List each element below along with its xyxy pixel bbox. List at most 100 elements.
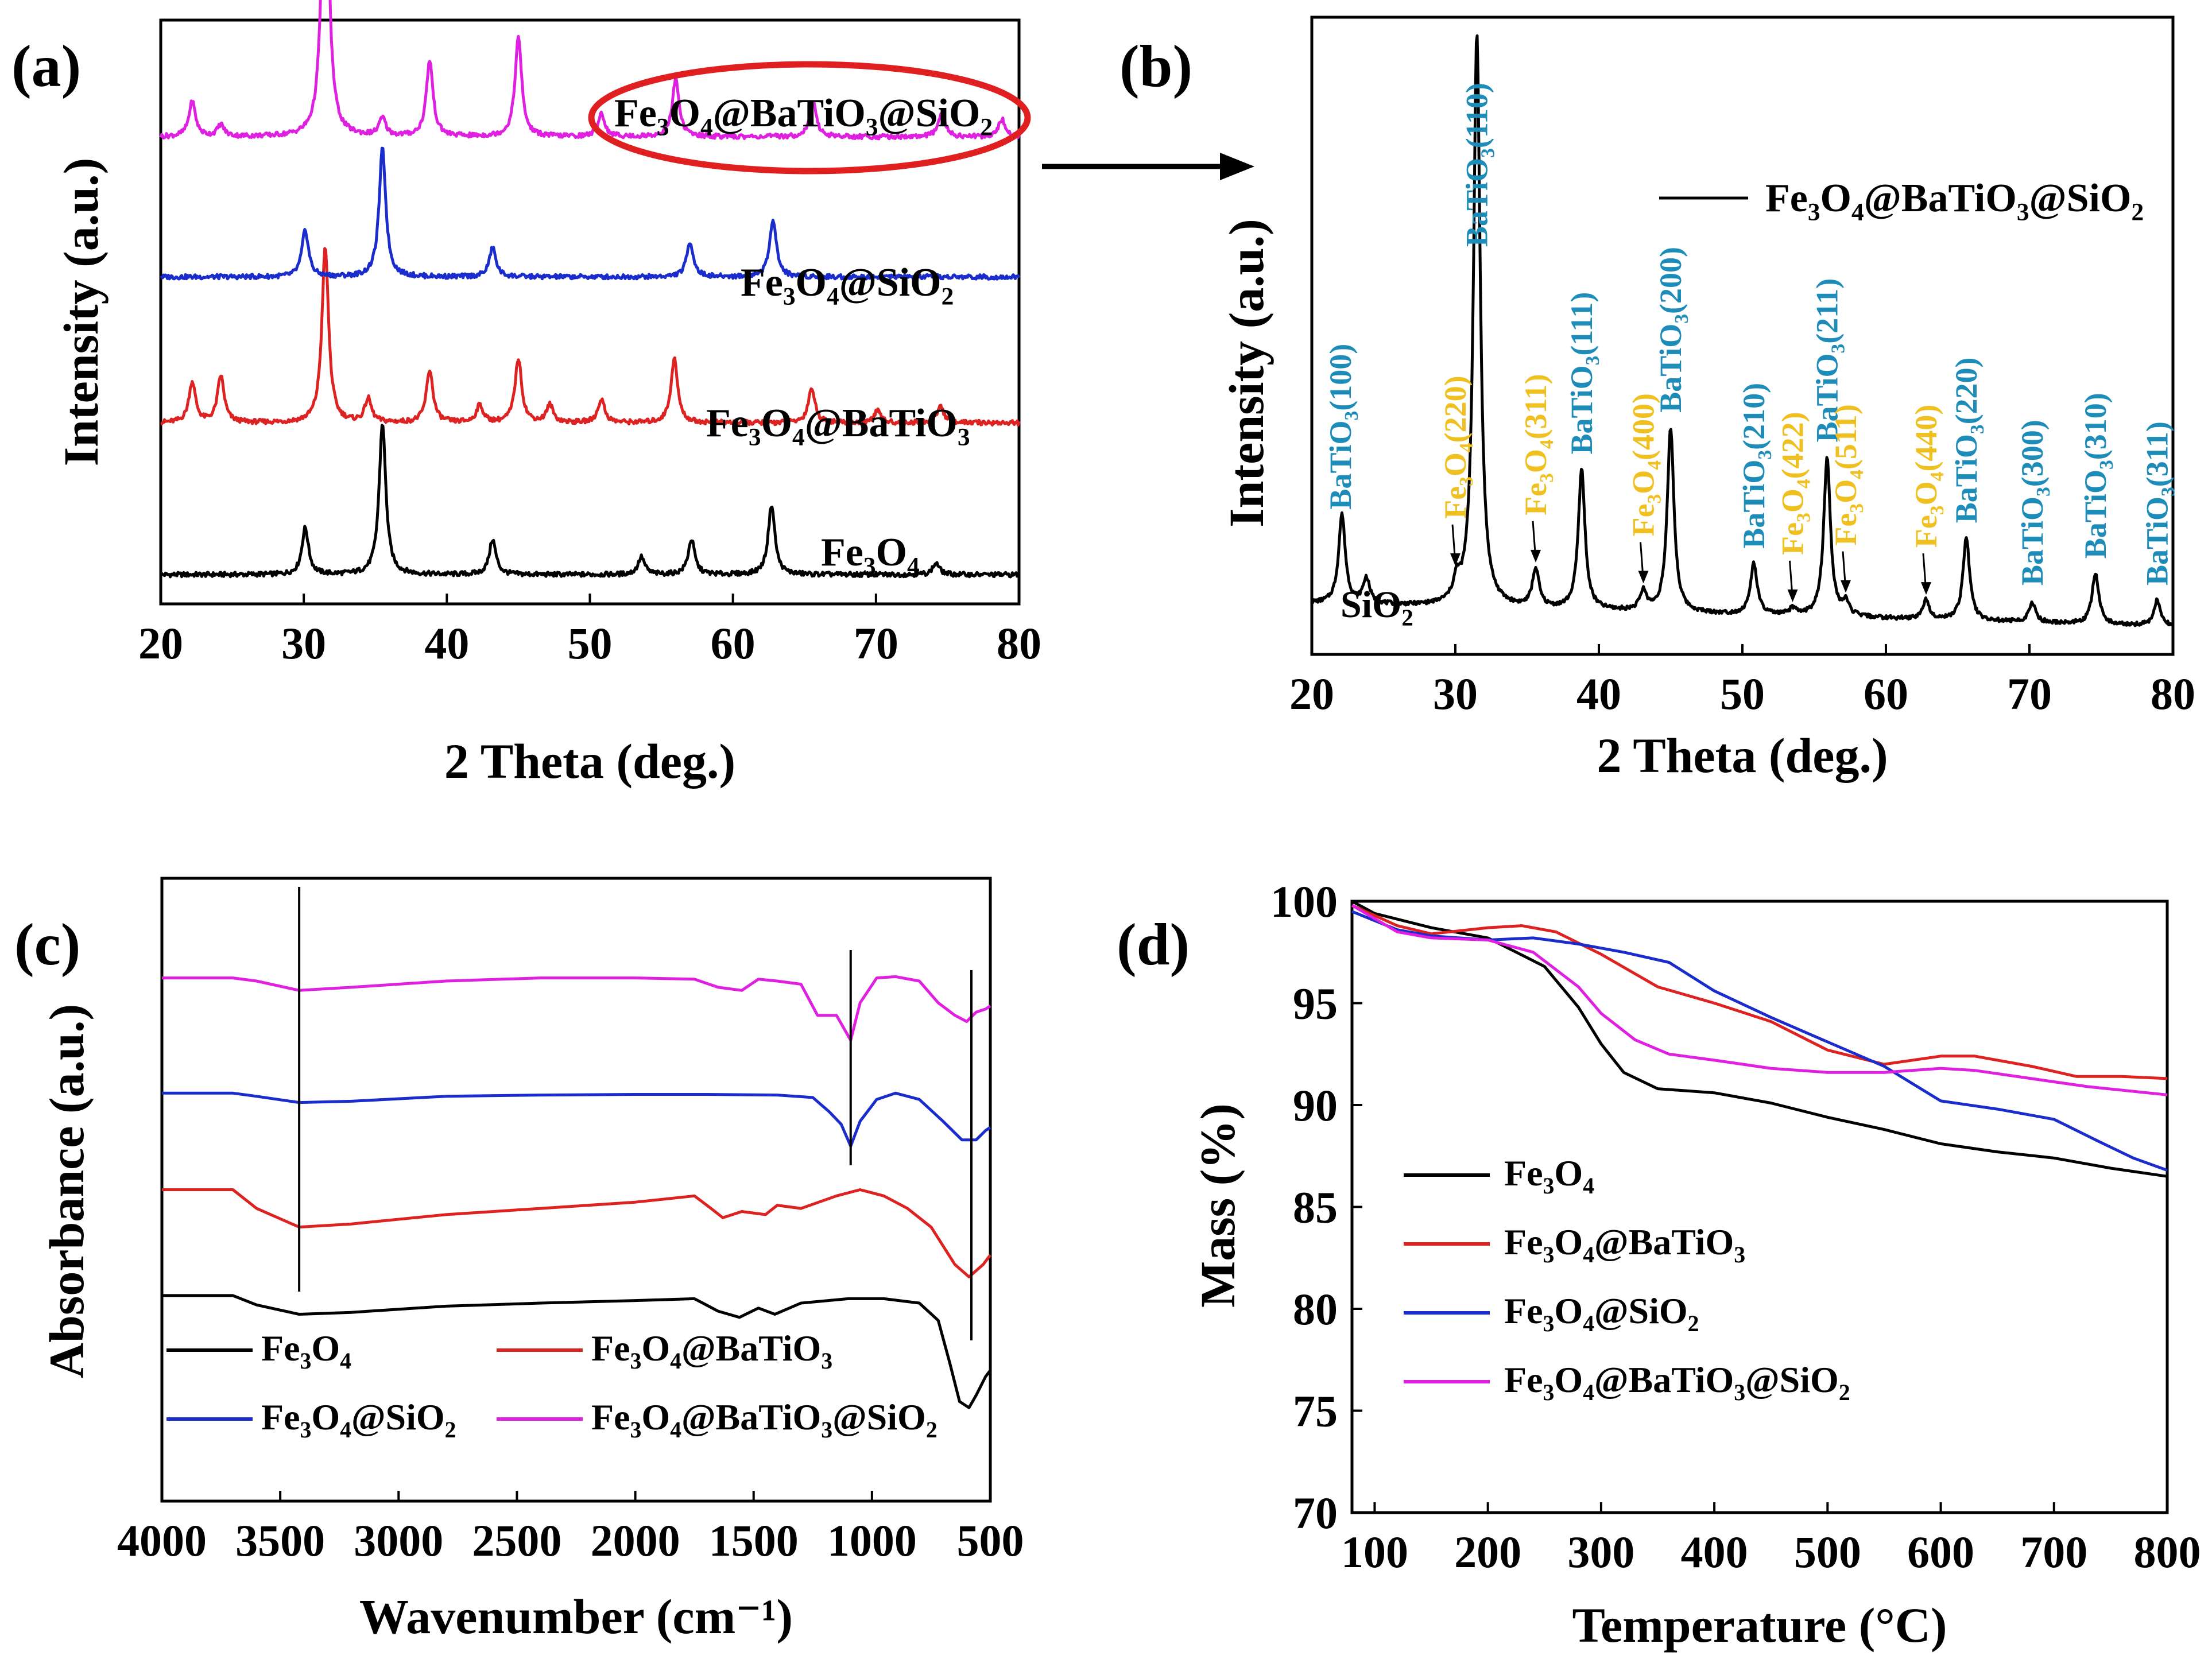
peak-annotation-Fe3O4(511)-part: O [1829,479,1863,503]
peak-annotation-Fe3O4(440)-part: 4 [1927,471,1948,481]
peak-annotation-Fe3O4(422)-part: 3 [1793,513,1814,522]
series-label-a-Fe3O4-part: O [876,530,907,575]
peak-annotation-Fe3O4(440)-part: O [1909,481,1943,505]
peak-annotation-BaTiO3(200): BaTiO3(200) [1653,247,1692,413]
legend-label-d-Fe3O4@BaTiO3@SiO2-part: 3 [1543,1380,1555,1405]
series-label-a-Fe3O4-part: 3 [863,552,876,580]
legend-label-b-part: 3 [1808,198,1820,226]
x-tick-label-b: 70 [2007,669,2052,719]
peak-annotation-Fe3O4(400)-part: O [1626,470,1661,494]
peak-annotation-Fe3O4(220)-part: (220) [1438,375,1473,443]
series-label-a-Fe3O4@BaTiO3-part: 3 [749,423,761,451]
peak-annotation-BaTiO3(310)-part: 3 [2096,460,2117,470]
peak-annotation-BaTiO3(210): BaTiO3(210) [1737,383,1776,549]
legend-label-c-Fe3O4@BaTiO3@SiO2-part: 4 [670,1417,681,1443]
x-tick-label-d: 700 [2020,1527,2087,1577]
legend-label-c-Fe3O4-part: O [311,1328,340,1369]
legend-label-c-Fe3O4-part: 4 [340,1348,351,1374]
plot-frame-d [1350,900,2169,1514]
peak-annotation-BaTiO3(311)-part: 3 [2157,487,2179,497]
series-line-Fe3O4 [1351,900,2168,1178]
peak-annotation-BaTiO3(210)-part: 3 [1754,450,1776,460]
panel-label-b: (b) [1119,33,1192,99]
peak-annotation-Fe3O4(511)-part: Fe [1829,513,1863,546]
legend-label-d-Fe3O4@BaTiO3@SiO2-part: 3 [1734,1380,1745,1405]
peak-annotation-Fe3O4(422)-part: O [1776,489,1810,513]
peak-annotation-Fe3O4(511)-part: 3 [1846,503,1868,513]
x-tick-label-b: 20 [1289,669,1334,719]
legend-label-d-Fe3O4@BaTiO3@SiO2-part: @BaTiO [1594,1359,1734,1400]
series-label-a-Fe3O4: Fe3O4 [821,530,920,580]
peak-annotation-BaTiO3(111)-part: BaTiO [1564,365,1599,454]
x-tick-label-a: 70 [854,618,898,668]
legend-label-c-Fe3O4@SiO2-part: O [311,1397,340,1437]
series-label-a-Fe3O4@SiO2: Fe3O4@SiO2 [741,261,954,310]
legend-label-d-Fe3O4@BaTiO3: Fe3O4@BaTiO3 [1504,1222,1745,1267]
x-tick-label-b: 40 [1576,669,1621,719]
peak-annotation-BaTiO3(110)-part: 3 [1477,148,1498,158]
peak-annotation-BaTiO3(100): BaTiO3(100) [1323,344,1362,510]
legend-label-b-part: 3 [2017,198,2029,226]
peak-annotation-BaTiO3(300): BaTiO3(300) [2015,420,2054,586]
legend-label-d-Fe3O4-part: 3 [1543,1173,1555,1199]
legend-label-c-Fe3O4@BaTiO3@SiO2-part: 3 [821,1417,832,1443]
y-axis-label-b: Intensity (a.u.) [1219,219,1274,528]
x-tick-label-c: 2000 [591,1515,680,1565]
y-tick-label-d: 100 [1270,877,1338,927]
series-line-Fe3O4@BaTiO3@SiO2 [1351,904,2168,1096]
peak-arrow-head [1638,571,1649,584]
legend-label-d-Fe3O4@BaTiO3@SiO2-part: @SiO [1745,1359,1839,1400]
peak-annotation-BaTiO3(211)-part: BaTiO [1810,353,1845,442]
highlight-ellipse [588,61,1031,175]
peak-annotation-BaTiO3(300)-part: 3 [2033,487,2054,497]
series-label-a-Fe3O4@SiO2-part: 3 [783,282,796,310]
peak-annotation-Fe3O4(220): Fe3O4(220) [1438,375,1477,518]
sio2-label-b: SiO2 [1341,584,1413,631]
sio2-label-b-part: SiO [1341,584,1401,626]
series-label-a-Fe3O4@BaTiO3-part: Fe [706,401,749,445]
x-tick-label-c: 500 [957,1515,1024,1565]
legend-label-c-Fe3O4@SiO2-part: 2 [445,1417,456,1443]
series-label-a-Fe3O4@SiO2-part: O [796,261,827,305]
peak-annotation-Fe3O4(311)-part: 4 [1536,439,1558,449]
legend-label-b-part: 4 [1851,198,1864,226]
series-label-a-Fe3O4@SiO2-part: 4 [827,282,839,310]
legend-label-d-Fe3O4@SiO2-part: 3 [1543,1311,1555,1336]
series-line-Fe3O4@BaTiO3@SiO2 [162,975,991,1042]
legend-label-c-Fe3O4@BaTiO3@SiO2-part: Fe [591,1397,630,1437]
panel-label-c: (c) [14,912,80,978]
series-label-a-Fe3O4@SiO2-part: @SiO [839,261,942,305]
peak-annotation-Fe3O4(422)-part: 4 [1793,479,1814,489]
legend-label-c-Fe3O4-part: 3 [300,1348,312,1374]
peak-arrow-head [1841,580,1851,593]
peak-annotation-BaTiO3(200)-part: 3 [1671,314,1692,324]
x-tick-label-a: 60 [711,618,756,668]
legend-label-d-Fe3O4@SiO2-part: 4 [1583,1311,1594,1336]
legend-label-b: Fe3O4@BaTiO3@SiO2 [1765,176,2144,226]
series-label-a-Fe3O4@BaTiO3@SiO2-part: Fe [614,91,657,135]
peak-annotation-Fe3O4(400)-part: 3 [1644,494,1665,504]
peak-annotation-Fe3O4(220)-part: O [1438,452,1473,476]
legend-label-c-Fe3O4@SiO2-part: @SiO [351,1397,445,1437]
legend-label-c-Fe3O4-part: Fe [261,1328,300,1369]
series-line-Fe3O4@BaTiO3 [1351,904,2168,1080]
y-tick-label-d: 95 [1293,979,1338,1029]
x-tick-label-d: 800 [2134,1527,2201,1577]
peak-annotation-Fe3O4(311)-part: Fe [1518,483,1553,515]
legend-label-b-part: @BaTiO [1864,176,2017,220]
y-tick-label-d: 90 [1293,1080,1338,1130]
series-line-Fe3O4 [159,424,1020,579]
x-tick-label-b: 30 [1433,669,1478,719]
peak-annotation-Fe3O4(400)-part: (400) [1626,393,1661,460]
peak-annotation-Fe3O4(422)-part: Fe [1776,522,1810,555]
peak-annotation-BaTiO3(111): BaTiO3(111) [1564,292,1603,455]
peak-annotation-BaTiO3(310)-part: (310) [2078,393,2113,460]
series-line-Fe3O4@BaTiO3@SiO2 [159,0,1021,141]
series-label-a-Fe3O4@BaTiO3@SiO2-part: 3 [657,113,669,141]
legend-label-d-Fe3O4@BaTiO3@SiO2-part: O [1554,1359,1583,1400]
peak-annotation-BaTiO3(310)-part: BaTiO [2078,470,2113,559]
x-axis-label-c: Wavenumber (cm⁻¹) [359,1589,793,1644]
peak-annotation-BaTiO3(100)-part: 3 [1341,411,1362,421]
y-axis-label-d: Mass (%) [1190,1103,1245,1308]
y-axis-label-a: Intensity (a.u.) [53,158,109,467]
